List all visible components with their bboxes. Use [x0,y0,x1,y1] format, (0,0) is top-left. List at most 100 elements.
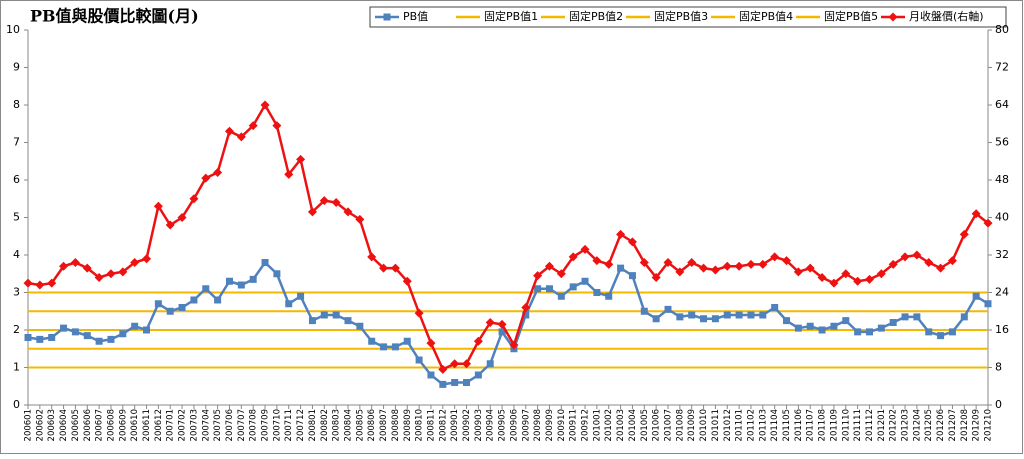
x-tick-label: 201101 [735,409,745,441]
point-marker [343,207,353,217]
point-marker [355,214,365,224]
point-marker [131,322,139,330]
x-tick-label: 200903 [474,409,484,441]
point-marker [663,258,673,267]
point-marker [402,276,412,286]
point-marker [758,259,768,269]
point-marker [864,274,874,284]
point-marker [793,267,803,277]
y-tick-label: 8 [13,98,20,111]
y2-tick-label: 24 [995,286,1009,299]
y-tick-label: 7 [13,136,20,149]
x-tick-label: 201207 [948,409,958,441]
point-marker [331,198,341,207]
point-marker [379,263,389,273]
x-tick-label: 201210 [984,409,994,441]
x-tick-label: 201009 [687,409,697,441]
point-marker [627,237,637,247]
x-tick-label: 201003 [616,409,626,441]
point-marker [439,380,447,388]
point-marker [805,263,815,273]
point-marker [296,154,306,164]
point-marker [675,267,685,277]
point-marker [971,209,981,219]
point-marker [687,258,697,267]
point-marker [391,343,399,351]
point-marker [782,256,792,266]
x-tick-label: 200605 [71,409,81,441]
point-marker [106,269,116,279]
point-marker [639,258,649,267]
point-marker [664,305,672,313]
point-marker [177,213,187,222]
point-marker [888,259,898,269]
x-tick-label: 200907 [521,409,531,441]
point-marker [652,315,660,323]
chart-title: PB值與股價比較圖(月) [30,7,199,26]
point-marker [842,317,850,325]
point-marker [201,173,211,183]
point-marker [676,313,684,321]
point-marker [23,278,33,288]
point-marker [557,292,565,300]
point-marker [722,261,732,271]
point-marker [960,313,968,321]
point-marker [486,360,494,368]
x-tick-label: 201106 [794,409,804,441]
x-tick-label: 201201 [877,409,887,441]
x-tick-label: 201007 [664,409,674,441]
point-marker [983,218,993,228]
point-marker [853,276,863,286]
point-marker [912,250,922,260]
x-tick-label: 200601 [24,409,34,441]
point-marker [189,194,199,204]
point-marker [568,252,578,262]
legend-label: 固定PB值2 [569,9,623,23]
point-marker [711,315,719,323]
point-marker [925,328,933,336]
point-marker [438,364,448,374]
point-marker [581,277,589,285]
x-tick-label: 201011 [711,409,721,441]
point-marker [24,334,32,341]
legend-label: 固定PB值4 [739,9,793,23]
y-tick-label: 10 [6,23,20,36]
point-marker [224,126,234,136]
point-marker [166,307,174,315]
x-tick-label: 200707 [237,409,247,441]
point-marker [368,337,376,345]
x-tick-label: 201001 [592,409,602,441]
x-tick-label: 200906 [509,409,519,441]
x-tick-label: 200803 [332,409,342,441]
x-tick-label: 201005 [640,409,650,441]
point-marker [900,252,910,262]
point-marker [580,244,590,254]
x-tick-label: 200901 [450,409,460,441]
y-tick-label: 3 [13,286,20,299]
x-tick-label: 200911 [569,409,579,441]
point-marker [947,256,957,266]
x-tick-label: 200810 [415,409,425,441]
legend-label: 固定PB值5 [824,9,878,23]
point-marker [794,324,802,332]
point-marker [497,319,507,329]
point-marker [700,315,708,323]
x-tick-label: 200604 [59,409,69,441]
point-marker [640,307,648,315]
point-marker [783,317,791,325]
x-tick-label: 201108 [818,409,828,441]
y2-tick-label: 8 [995,361,1002,374]
point-marker [544,261,554,271]
point-marker [94,273,104,282]
point-marker [473,336,483,346]
point-marker [854,328,862,336]
legend-label: 月收盤價(右軸) [909,9,984,23]
point-marker [972,292,980,300]
x-tick-label: 200703 [189,409,199,441]
x-tick-label: 200709 [261,409,271,441]
x-tick-label: 200804 [344,409,354,441]
point-marker [35,280,45,290]
x-tick-label: 201205 [924,409,934,441]
x-tick-label: 200612 [154,409,164,441]
x-tick-label: 200905 [498,409,508,441]
